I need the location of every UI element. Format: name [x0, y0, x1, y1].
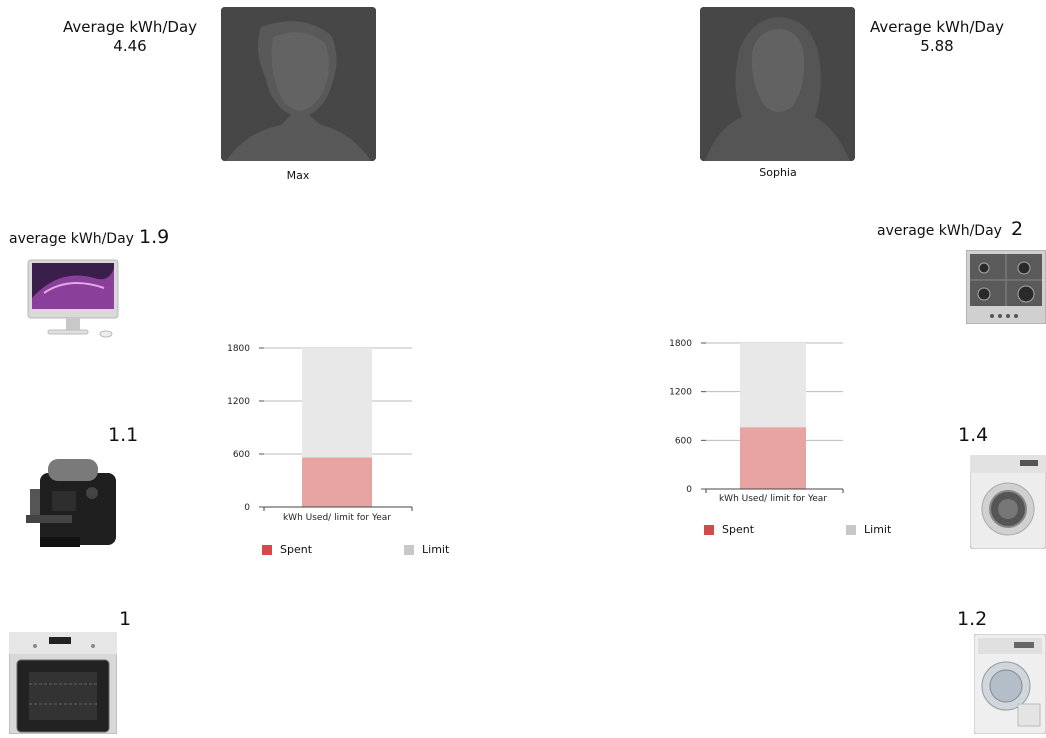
avatar-max[interactable]	[221, 7, 376, 161]
imac-icon	[27, 259, 119, 338]
female-silhouette-icon	[700, 7, 855, 161]
appliance-value: 1.1	[108, 424, 139, 446]
appliance-value: 1	[119, 608, 132, 630]
user-name-max: Max	[286, 169, 310, 182]
legend-label: Spent	[280, 543, 313, 556]
legend-item-limit: Limit	[404, 543, 449, 556]
y-tick-label: 1800	[227, 344, 250, 354]
legend-item-spent: Spent	[704, 523, 754, 536]
avg-label: Average kWh/Day	[869, 18, 1005, 36]
appliance-coffee-machine[interactable]	[22, 455, 122, 551]
dryer-icon	[973, 633, 1046, 735]
user-avg-block-sophia: Average kWh/Day 5.88	[862, 18, 1012, 56]
right-appliance-header: average kWh/Day 2	[877, 218, 1023, 240]
legend-swatch-spent	[704, 524, 714, 535]
user-name-sophia: Sophia	[759, 166, 797, 179]
appliance-header-label: average kWh/Day	[877, 223, 1002, 239]
legend-item-spent: Spent	[262, 543, 312, 556]
y-tick-label: 1200	[669, 388, 692, 398]
y-tick-label: 600	[675, 436, 692, 446]
chart-svg: 0 600 1200 1800 kWh Used/ limit for Year	[669, 339, 844, 504]
chart-legend: Spent Limit	[704, 523, 904, 536]
energy-chart-max: 0 600 1200 1800 kWh Used/ limit for Year	[220, 335, 420, 530]
bar-spent	[740, 427, 806, 489]
appliance-washing-machine[interactable]	[969, 454, 1046, 550]
x-category-label: kWh Used/ limit for Year	[283, 513, 391, 523]
appliance-oven[interactable]	[8, 631, 118, 735]
appliance-dryer[interactable]	[973, 633, 1046, 735]
bar-spent	[302, 457, 372, 507]
appliance-value: 2	[1011, 218, 1024, 240]
y-tick-label: 1800	[669, 339, 692, 349]
chart-svg: 0 600 1200 1800 kWh Used/ limit for Year	[227, 344, 413, 523]
y-tick-label: 1200	[227, 397, 250, 407]
energy-chart-sophia: 0 600 1200 1800 kWh Used/ limit for Year	[666, 330, 856, 510]
appliance-value: 1.4	[958, 424, 989, 446]
gas-hob-icon	[965, 249, 1046, 325]
appliance-header-label: average kWh/Day	[9, 231, 134, 247]
coffee-machine-icon	[26, 459, 116, 547]
y-tick-label: 0	[686, 485, 692, 495]
male-silhouette-icon	[221, 7, 376, 161]
left-appliance-header: average kWh/Day 1.9	[9, 226, 169, 248]
user-avg-block-max: Average kWh/Day 4.46	[55, 18, 205, 56]
legend-swatch-limit	[846, 524, 857, 535]
legend-item-limit: Limit	[846, 523, 891, 536]
legend-label: Limit	[864, 523, 892, 536]
x-category-label: kWh Used/ limit for Year	[719, 494, 827, 504]
washing-machine-icon	[969, 454, 1046, 550]
avatar-sophia[interactable]	[700, 7, 855, 161]
appliance-value: 1.9	[139, 226, 170, 248]
avg-label: Average kWh/Day	[62, 18, 198, 36]
legend-label: Limit	[422, 543, 450, 556]
avg-value: 4.46	[113, 37, 147, 55]
oven-icon	[8, 631, 118, 735]
avg-value: 5.88	[920, 37, 954, 55]
legend-swatch-limit	[404, 544, 415, 555]
y-tick-label: 600	[233, 450, 250, 460]
legend-swatch-spent	[262, 544, 272, 555]
appliance-value: 1.2	[957, 608, 988, 630]
legend-label: Spent	[722, 523, 755, 536]
appliance-gas-hob[interactable]	[965, 249, 1046, 325]
y-tick-label: 0	[244, 503, 250, 513]
appliance-imac[interactable]	[24, 258, 122, 342]
chart-legend: Spent Limit	[262, 543, 462, 556]
